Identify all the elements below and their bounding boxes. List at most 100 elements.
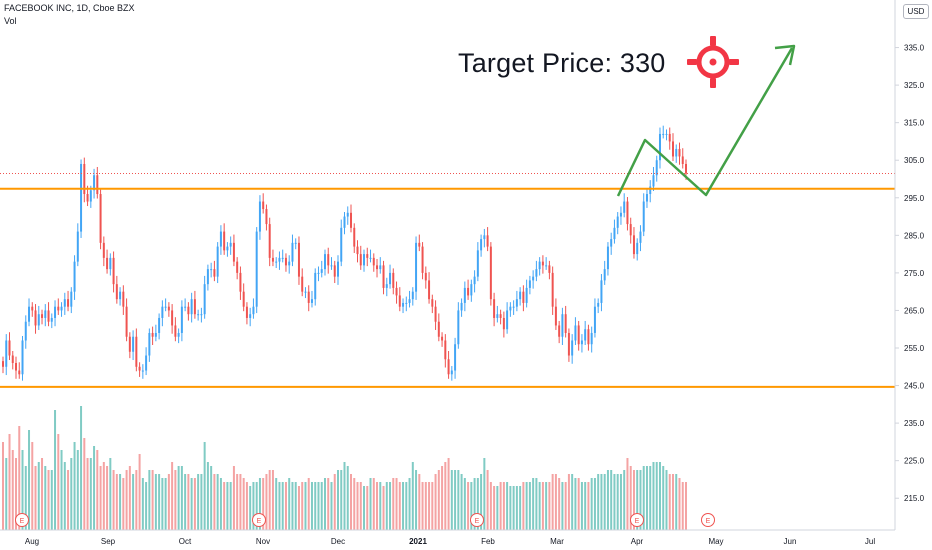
volume-bar — [535, 478, 538, 530]
candle-body — [415, 242, 418, 292]
volume-bar — [493, 486, 496, 530]
volume-bar — [67, 470, 70, 530]
volume-bar — [86, 458, 89, 530]
candle-body — [499, 314, 502, 318]
volume-bar — [164, 478, 167, 530]
volume-bar — [528, 482, 531, 530]
volume-bar — [473, 478, 476, 530]
candle-body — [213, 269, 216, 277]
earnings-marker[interactable]: E — [701, 513, 715, 527]
candle-body — [411, 291, 414, 300]
x-tick-label: Oct — [179, 537, 192, 546]
volume-bar — [252, 482, 255, 530]
volume-bar — [379, 482, 382, 530]
candle-body — [616, 216, 619, 228]
volume-bar — [21, 450, 24, 530]
volume-bar — [8, 434, 11, 530]
volume-bar — [372, 478, 375, 530]
candle-body — [138, 366, 141, 371]
volume-bar — [333, 474, 336, 530]
candle-body — [639, 231, 642, 243]
candle-body — [320, 269, 323, 273]
earnings-marker[interactable]: E — [252, 513, 266, 527]
volume-indicator-label[interactable]: Vol — [4, 16, 17, 26]
volume-bar — [662, 466, 665, 530]
candle-body — [489, 246, 492, 300]
candle-body — [252, 306, 255, 315]
candle-body — [340, 227, 343, 262]
candle-body — [158, 317, 161, 333]
volume-bar — [37, 462, 40, 530]
candle-body — [226, 246, 229, 251]
candle-body — [428, 280, 431, 300]
volume-bar — [203, 442, 206, 530]
volume-bar — [522, 482, 525, 530]
candle-body — [304, 291, 307, 293]
volume-bar — [447, 458, 450, 530]
candle-body — [671, 141, 674, 157]
candle-body — [109, 257, 112, 270]
volume-bar — [50, 470, 53, 530]
candle-body — [441, 336, 444, 341]
candle-body — [623, 201, 626, 213]
volume-bar — [457, 470, 460, 530]
volume-bar — [480, 474, 483, 530]
candle-body — [652, 175, 655, 187]
candle-body — [141, 370, 144, 372]
candle-body — [102, 242, 105, 258]
candle-body — [86, 194, 89, 202]
candle-body — [350, 212, 353, 228]
crosshair-target-icon — [687, 36, 739, 88]
candle-body — [405, 302, 408, 304]
candle-body — [532, 276, 535, 281]
candle-body — [187, 306, 190, 315]
candle-body — [333, 265, 336, 277]
x-tick-label: Nov — [256, 537, 270, 546]
candle-body — [603, 269, 606, 281]
earnings-marker[interactable]: E — [630, 513, 644, 527]
currency-badge[interactable]: USD — [903, 4, 929, 19]
volume-bar — [385, 482, 388, 530]
volume-bar — [584, 482, 587, 530]
candle-body — [512, 306, 515, 308]
candle-body — [89, 190, 92, 202]
candle-body — [258, 201, 261, 232]
candle-body — [545, 265, 548, 267]
candle-body — [327, 254, 330, 266]
symbol-title[interactable]: FACEBOOK INC, 1D, Cboe BZX — [4, 3, 135, 13]
volume-bar — [327, 478, 330, 530]
volume-bar — [44, 466, 47, 530]
volume-bar — [571, 474, 574, 530]
volume-bar — [281, 482, 284, 530]
earnings-marker[interactable]: E — [15, 513, 29, 527]
candle-body — [122, 291, 125, 307]
arrow-head — [774, 44, 796, 66]
candle-body — [619, 212, 622, 217]
candle-body — [376, 265, 379, 270]
candle-body — [515, 299, 518, 307]
candle-body — [655, 160, 658, 176]
candle-body — [574, 325, 577, 341]
volume-bar — [655, 462, 658, 530]
candle-body — [255, 231, 258, 307]
candle-body — [242, 291, 245, 307]
candle-body — [642, 201, 645, 232]
candle-body — [636, 242, 639, 255]
volume-bar — [561, 482, 564, 530]
volume-bar — [376, 482, 379, 530]
candle-body — [402, 302, 405, 307]
volume-bar — [564, 482, 567, 530]
candle-body — [359, 254, 362, 266]
volume-bar — [73, 442, 76, 530]
candle-body — [197, 314, 200, 316]
candle-body — [681, 156, 684, 164]
earnings-marker[interactable]: E — [470, 513, 484, 527]
candle-body — [467, 287, 470, 296]
volume-bar — [483, 458, 486, 530]
candle-body — [41, 314, 44, 318]
candle-body — [171, 310, 174, 326]
volume-bar — [70, 458, 73, 530]
candle-body — [434, 306, 437, 322]
